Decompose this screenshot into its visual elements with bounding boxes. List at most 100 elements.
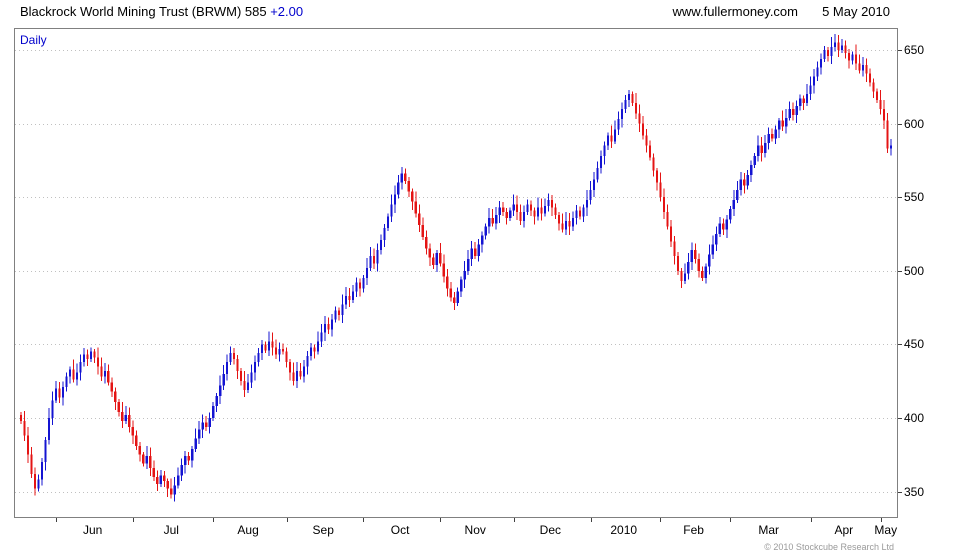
candle — [638, 113, 641, 124]
candle — [844, 45, 847, 54]
candle — [320, 332, 323, 342]
candle — [100, 366, 103, 377]
candle — [774, 129, 777, 139]
candle — [330, 319, 334, 330]
candle — [575, 210, 578, 218]
candle — [655, 170, 659, 183]
candle — [236, 359, 239, 371]
candle — [306, 356, 309, 367]
candle — [411, 191, 414, 202]
candle — [453, 297, 456, 304]
candle — [802, 98, 805, 104]
candle — [414, 201, 417, 214]
candle — [851, 54, 854, 61]
x-axis-label: May — [874, 523, 898, 537]
candle — [463, 270, 466, 280]
candle — [746, 175, 749, 186]
candle — [75, 372, 79, 380]
candle — [875, 91, 879, 101]
candle — [219, 385, 222, 396]
candle — [540, 207, 543, 214]
website-text: www.fullermoney.com — [672, 4, 798, 19]
candle — [502, 207, 505, 212]
candle — [425, 236, 428, 249]
candle — [316, 341, 320, 352]
candle — [365, 267, 369, 279]
candle — [446, 276, 449, 289]
candle — [44, 440, 47, 463]
candle — [449, 288, 452, 298]
candle — [337, 310, 341, 315]
y-axis-label: 400 — [904, 410, 925, 425]
candle — [578, 210, 582, 217]
candle — [103, 370, 106, 377]
candle — [54, 388, 58, 401]
candle — [138, 445, 141, 455]
candle — [355, 282, 358, 292]
x-axis-label: Mar — [758, 523, 780, 537]
candle — [799, 98, 802, 106]
copyright-text: © 2010 Stockcube Research Ltd — [764, 542, 894, 552]
candle — [827, 50, 830, 56]
candle — [516, 204, 519, 212]
candle — [428, 248, 431, 258]
candle — [47, 417, 51, 441]
candle — [617, 119, 620, 130]
candle — [177, 475, 180, 486]
candle — [879, 100, 882, 109]
candle — [673, 241, 676, 257]
candle — [743, 179, 746, 186]
candle — [557, 214, 561, 224]
candle — [854, 54, 858, 64]
candle — [442, 263, 445, 277]
candle — [295, 370, 299, 382]
candle — [757, 145, 760, 157]
candle — [264, 344, 267, 351]
candle — [421, 225, 424, 237]
candle — [222, 373, 225, 386]
candle — [645, 135, 648, 146]
candle — [477, 244, 480, 257]
candle — [512, 204, 515, 211]
candle — [543, 206, 547, 214]
instrument-name-price: Blackrock World Mining Trust (BRWM) 585 — [20, 4, 267, 19]
candle — [603, 145, 606, 157]
candle — [187, 456, 190, 461]
candle — [383, 228, 386, 240]
candle — [299, 370, 302, 377]
candle — [51, 400, 54, 418]
candle — [19, 414, 23, 421]
candle — [652, 157, 655, 171]
candle — [23, 420, 26, 436]
candle — [589, 189, 592, 201]
candle — [267, 341, 271, 351]
candle — [191, 448, 194, 461]
y-axis-label: 600 — [904, 116, 925, 131]
candle — [30, 454, 33, 474]
candle — [26, 435, 30, 455]
candle — [858, 63, 861, 71]
candle — [61, 387, 65, 398]
candle — [823, 50, 826, 59]
candle — [145, 456, 148, 464]
candle — [498, 207, 501, 215]
x-axis-label: 2010 — [610, 523, 638, 537]
candle — [872, 82, 875, 92]
candle — [72, 369, 75, 380]
candle — [407, 181, 410, 192]
candle — [809, 85, 812, 95]
candle — [683, 273, 686, 282]
candle — [806, 94, 809, 104]
candle — [550, 200, 554, 208]
x-axis-label: Feb — [683, 523, 704, 537]
candle — [456, 291, 459, 304]
candle — [491, 217, 494, 224]
candle — [778, 120, 781, 130]
candle — [760, 145, 763, 154]
candle — [82, 354, 85, 363]
candle — [722, 223, 725, 230]
date-text: 5 May 2010 — [822, 4, 890, 19]
candle — [358, 282, 362, 289]
candle — [418, 213, 421, 226]
